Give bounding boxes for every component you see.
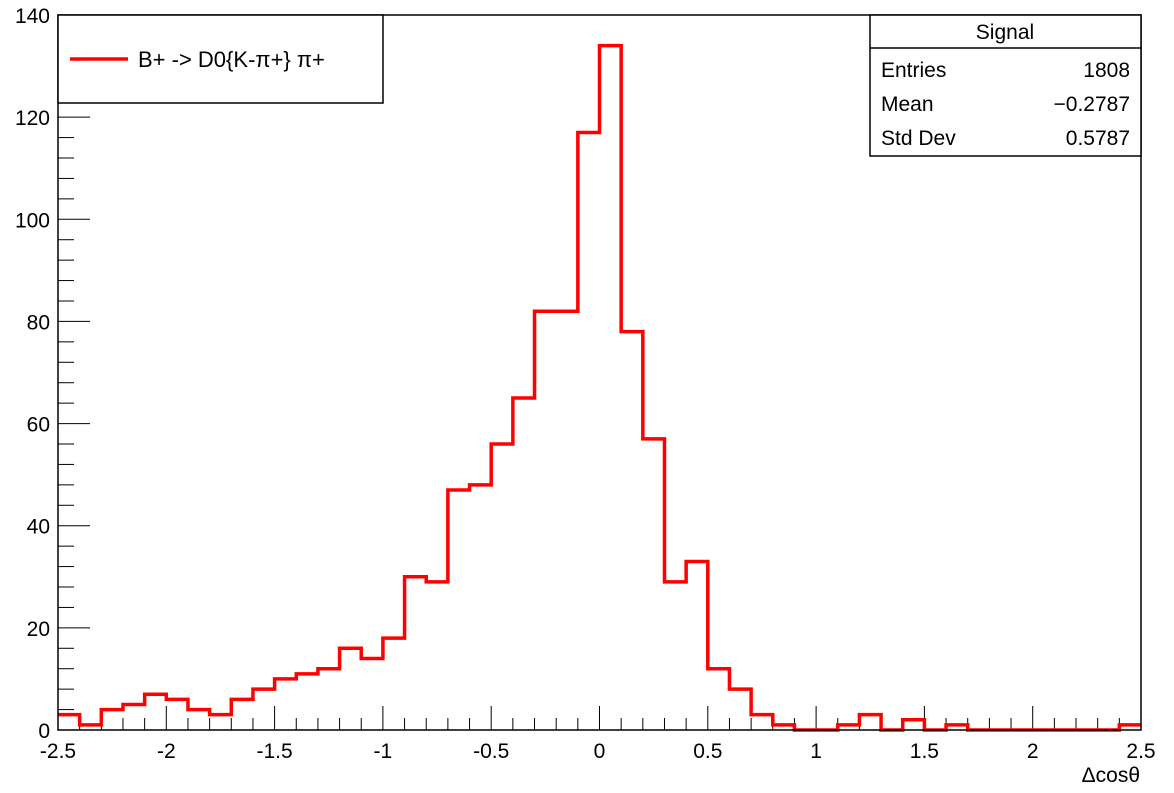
stats-box: Signal Entries 1808 Mean −0.2787 Std Dev…	[869, 14, 1142, 157]
x-axis-title: Δcosθ	[1082, 764, 1140, 787]
y-tick-label: 140	[15, 5, 50, 28]
plot-frame	[57, 14, 1142, 731]
stats-entries-label: Entries	[881, 59, 946, 82]
y-tick-label: 0	[38, 720, 50, 743]
x-tick-label: -1.5	[257, 740, 293, 763]
x-tick-label: -2	[157, 740, 176, 763]
y-tick-label: 60	[27, 414, 50, 437]
y-tick-label: 80	[27, 311, 50, 334]
y-tick-label: 20	[27, 618, 50, 641]
x-tick-label: 1.5	[910, 740, 939, 763]
axis-ticks	[57, 14, 1142, 731]
y-tick-label: 100	[15, 209, 50, 232]
stats-stddev-label: Std Dev	[881, 127, 956, 150]
stats-mean-label: Mean	[881, 93, 934, 116]
histogram-series-line	[58, 43, 1141, 732]
x-tick-label: 0	[594, 740, 606, 763]
x-tick-label: -1	[374, 740, 393, 763]
y-tick-label: 120	[15, 107, 50, 130]
legend-label: B+ -> D0{K-π+} π+	[138, 47, 325, 72]
stats-title: Signal	[976, 21, 1034, 44]
y-tick-label: 40	[27, 516, 50, 539]
stats-entries-value: 1808	[1083, 59, 1130, 82]
stats-box-frame	[869, 14, 1142, 157]
x-tick-label: 2.5	[1126, 740, 1155, 763]
x-tick-label: 0.5	[693, 740, 722, 763]
tick-labels: -2.5 -2 -1.5 -1 -0.5 0 0.5 1 1.5 2 2.5 0 20 40 60 80 100…	[15, 5, 1156, 763]
x-tick-label: -2.5	[40, 740, 76, 763]
x-tick-label: -0.5	[473, 740, 509, 763]
x-tick-label: 1	[810, 740, 822, 763]
x-tick-label: 2	[1027, 740, 1039, 763]
stats-stddev-value: 0.5787	[1066, 127, 1130, 150]
stats-mean-value: −0.2787	[1054, 93, 1131, 116]
legend: B+ -> D0{K-π+} π+	[57, 14, 384, 104]
